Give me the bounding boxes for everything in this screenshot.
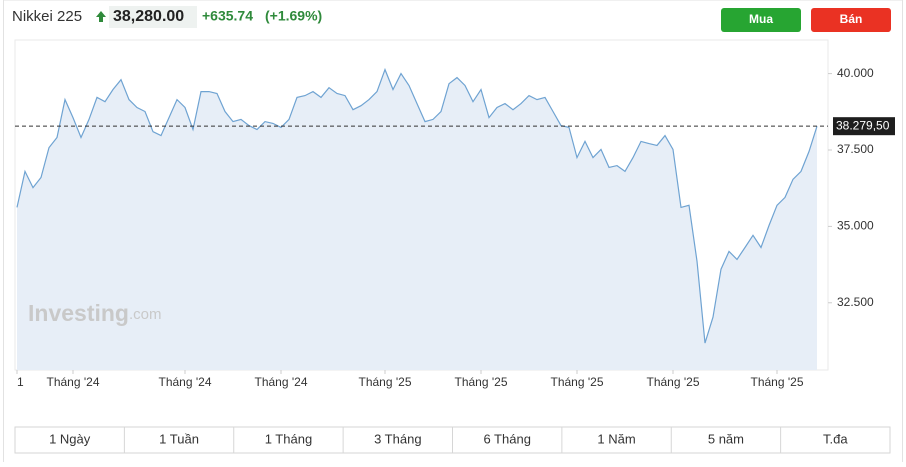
period-button[interactable]: 6 Tháng — [483, 431, 530, 446]
period-button[interactable]: T.đa — [823, 431, 848, 446]
x-tick-label: Tháng '24 — [47, 375, 100, 389]
sell-button[interactable] — [811, 8, 891, 32]
watermark-brand: Investing — [28, 300, 129, 326]
x-tick-label: 1 — [17, 375, 24, 389]
y-tick-label: 40.000 — [837, 66, 874, 80]
y-tick-label: 35.000 — [837, 219, 874, 233]
y-tick-label: 37.500 — [837, 142, 874, 156]
watermark: Investing.com — [28, 300, 161, 326]
up-arrow — [96, 11, 106, 22]
price-line — [16, 67, 818, 344]
current-price-box — [833, 117, 895, 136]
x-tick-label: Tháng '25 — [751, 375, 804, 389]
sell-label[interactable]: Bán — [840, 12, 863, 26]
x-tick-label: Tháng '25 — [359, 375, 412, 389]
price-bg — [109, 6, 197, 28]
y-tick-label: 32.500 — [837, 295, 874, 309]
x-tick-label: Tháng '25 — [455, 375, 508, 389]
buy-label[interactable]: Mua — [749, 12, 773, 26]
plot: 32.500 35.000 37.500 40.000 1 Tháng '24 Tháng … — [14, 39, 895, 389]
area — [17, 69, 817, 370]
x-tick-label: Tháng '24 — [159, 375, 212, 389]
change-pct: (+1.69%) — [265, 8, 322, 24]
widget-border — [3, 0, 903, 467]
x-tick-label: Tháng '24 — [255, 375, 308, 389]
period-button[interactable]: 1 Ngày — [49, 431, 91, 446]
period-button[interactable]: 3 Tháng — [374, 431, 421, 446]
period-button[interactable]: 1 Tháng — [265, 431, 312, 446]
period-button[interactable]: 5 năm — [708, 431, 744, 446]
price: 38,280.00 — [113, 8, 184, 25]
watermark-suffix: .com — [129, 306, 162, 323]
buy-button[interactable] — [721, 8, 801, 32]
period-button[interactable]: 1 Năm — [597, 431, 635, 446]
period-button[interactable]: 1 Tuần — [159, 431, 199, 446]
change: +635.74 — [202, 8, 253, 24]
instrument-name: Nikkei 225 — [12, 8, 82, 25]
x-tick-label: Tháng '25 — [551, 375, 604, 389]
current-price-label: 38.279,50 — [836, 118, 890, 132]
period-bar: 1 Ngày 1 Tuần 1 Tháng 3 Tháng 6 Tháng 1 Năm 5 … — [14, 426, 891, 454]
x-tick-label: Tháng '25 — [647, 375, 700, 389]
